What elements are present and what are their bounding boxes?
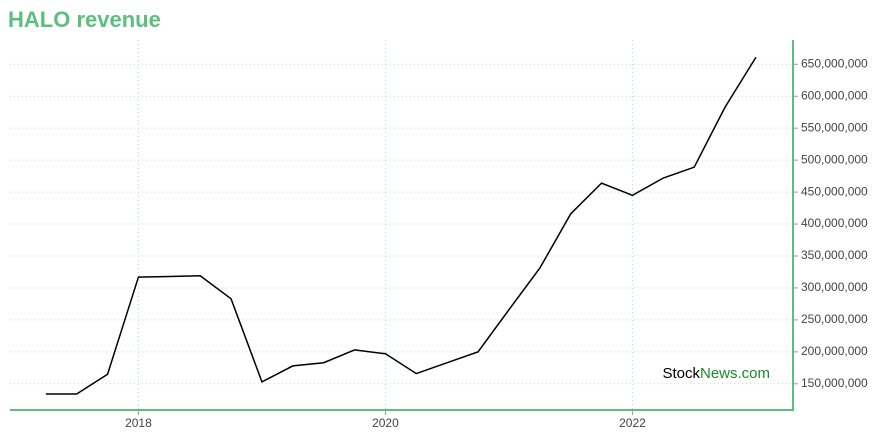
- y-tick-label: 550,000,000: [801, 120, 868, 134]
- y-tick-label: 450,000,000: [801, 184, 868, 198]
- y-tick-label: 500,000,000: [801, 152, 868, 166]
- chart-title: HALO revenue: [8, 7, 161, 32]
- y-tick-label: 300,000,000: [801, 280, 868, 294]
- x-tick-label: 2018: [125, 416, 152, 430]
- watermark-part: News.com: [700, 365, 770, 382]
- y-tick-label: 250,000,000: [801, 312, 868, 326]
- y-tick-label: 400,000,000: [801, 216, 868, 230]
- y-tick-label: 600,000,000: [801, 88, 868, 102]
- line: [45, 56, 757, 395]
- y-tick-label: 150,000,000: [801, 376, 868, 390]
- y-tick-label: 350,000,000: [801, 248, 868, 262]
- x-tick-label: 2020: [372, 416, 399, 430]
- watermark: StockNews.com: [662, 365, 770, 382]
- x-tick-label: 2022: [619, 416, 646, 430]
- watermark-part: Stock: [662, 365, 700, 382]
- y-tick-label: 200,000,000: [801, 344, 868, 358]
- y-tick-label: 650,000,000: [801, 56, 868, 70]
